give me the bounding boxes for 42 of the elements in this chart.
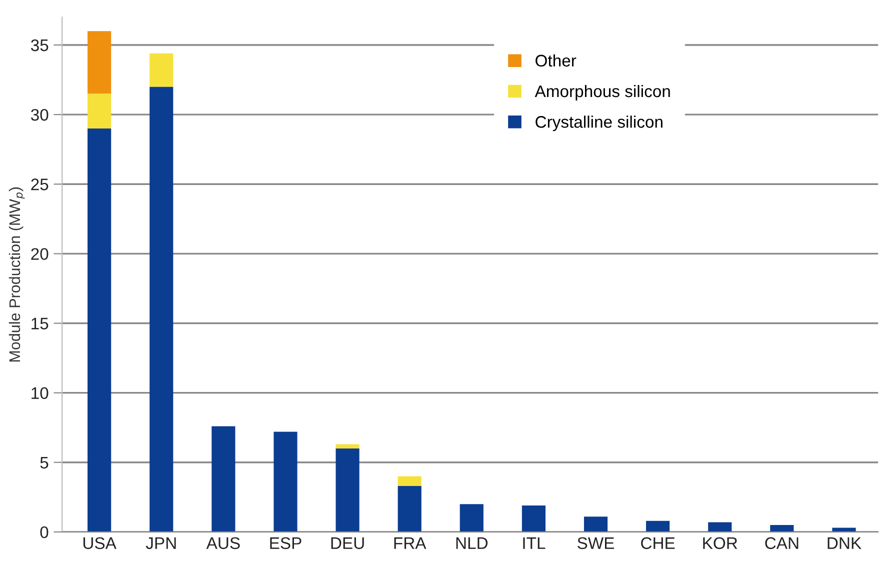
bar (212, 426, 236, 532)
x-tick-label: FRA (394, 537, 426, 549)
bar (88, 31, 112, 94)
bar (646, 520, 670, 532)
x-tick-label: AUS (206, 537, 240, 550)
x-tick-label: SWE (578, 537, 614, 550)
x-tick-label: KOR (703, 537, 738, 550)
bar (150, 86, 174, 532)
bar (584, 516, 608, 532)
x-tick-label: ESP (270, 537, 302, 550)
y-tick-label: 35 (30, 39, 48, 52)
y-tick-label: 30 (30, 108, 48, 121)
bar (336, 448, 360, 532)
bar (398, 486, 422, 532)
legend-label: Amorphous silicon (534, 84, 670, 101)
y-axis-title: Module Production (MW$_{p}$) (8, 187, 25, 362)
bar (770, 525, 794, 532)
legend-label: Crystalline silicon (536, 116, 662, 132)
bar (274, 432, 298, 532)
y-tick-label: 10 (32, 387, 48, 400)
x-tick-label: DEU (331, 537, 364, 550)
x-tick-label: NLD (456, 537, 488, 549)
y-tick-label: 20 (31, 248, 48, 260)
legend-label: Other (536, 54, 576, 67)
bar (88, 128, 112, 532)
x-tick-label: USA (83, 537, 116, 550)
bar (336, 444, 360, 448)
y-tick-label: 5 (40, 456, 48, 469)
y-tick-label: 0 (40, 526, 48, 538)
y-tick-label: 25 (31, 178, 48, 190)
x-tick-label: DNK (828, 537, 862, 549)
bar (460, 504, 484, 532)
x-tick-label: ITL (523, 537, 546, 549)
bar (398, 476, 422, 486)
x-tick-label: JPN (146, 537, 176, 550)
bar (88, 94, 112, 128)
y-tick-label: 15 (32, 318, 48, 330)
bar (522, 506, 546, 532)
bar (708, 522, 732, 532)
bar (150, 53, 174, 87)
x-tick-label: CAN (765, 537, 798, 550)
x-tick-label: CHE (641, 537, 675, 550)
